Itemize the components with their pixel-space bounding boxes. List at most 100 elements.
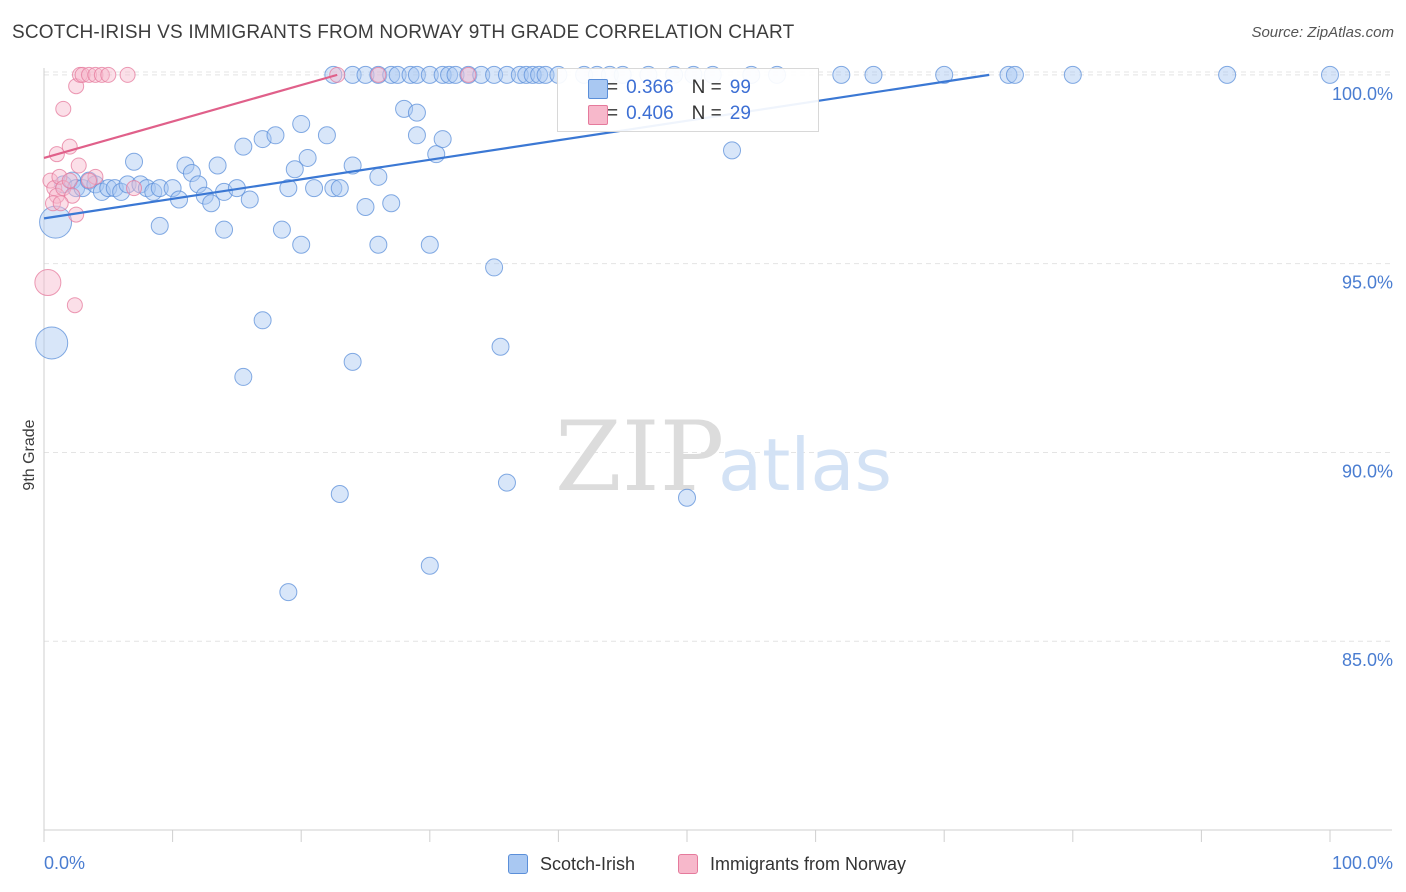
watermark-zip: ZIP (555, 401, 724, 513)
scotch-irish-point (240, 190, 259, 209)
chart-title: SCOTCH-IRISH VS IMMIGRANTS FROM NORWAY 9… (12, 22, 795, 43)
scotch-irish-point (491, 337, 510, 356)
scotch-irish-point (215, 220, 234, 239)
norway-point (42, 172, 59, 189)
source-credit: Source: ZipAtlas.com (1251, 24, 1394, 41)
watermark: ZIP atlas (555, 401, 892, 513)
scotch-irish-point (279, 179, 298, 198)
scotch-irish-point (369, 167, 388, 186)
scotch-irish-point (420, 65, 439, 84)
bottom-legend-scotch-irish[interactable]: Scotch-Irish (508, 850, 635, 878)
scotch-irish-point (182, 164, 201, 183)
scotch-irish-point (369, 65, 388, 84)
bottom-legend-norway[interactable]: Immigrants from Norway (678, 850, 906, 878)
scotch-irish-point (382, 194, 401, 213)
scotch-irish-point (292, 114, 311, 133)
scotch-irish-point (497, 473, 516, 492)
legend-r-value: 0.406 (626, 103, 674, 124)
legend-n-value: 29 (729, 103, 751, 124)
scotch-irish-point (343, 65, 362, 84)
norway-point (81, 172, 98, 189)
scotch-irish-point (536, 65, 555, 84)
data-points (34, 65, 1339, 602)
scotch-irish-point (234, 137, 253, 156)
norway-point (460, 66, 477, 83)
scotch-irish-point (330, 484, 349, 503)
scotch-irish-point (678, 488, 696, 507)
axis-labels: 100.0% 95.0% 90.0% 85.0% 0.0% 100.0% 9th Grade (21, 84, 1393, 873)
scotch-irish-point (485, 258, 504, 277)
scotch-irish-point (420, 235, 439, 254)
norway-point (66, 297, 83, 314)
scotch-irish-point (485, 65, 504, 84)
legend-swatch-scotch-irish (588, 79, 608, 99)
norway-point (74, 66, 91, 83)
norway-point (52, 195, 69, 212)
scotch-irish-point (189, 175, 208, 194)
scotch-irish-point (163, 179, 182, 198)
stats-legend: R = 0.366 N = 99 R = 0.406 N = 29 (557, 68, 819, 132)
scotch-irish-point (1321, 65, 1339, 84)
scotch-irish-point (266, 126, 285, 145)
scotch-irish-point (234, 367, 253, 386)
scotch-irish-point (433, 65, 452, 84)
scotch-irish-point (523, 65, 542, 84)
legend-n-label: N = (691, 77, 722, 98)
scotch-irish-point (433, 130, 452, 149)
scotch-irish-point (510, 65, 529, 84)
scotch-irish-point (497, 65, 516, 84)
scotch-irish-point (1005, 65, 1024, 84)
scotch-irish-trend-line (43, 73, 990, 220)
scotch-irish-point (530, 65, 549, 84)
x-tick-label-left: 0.0% (44, 853, 85, 873)
scotch-irish-point (150, 216, 169, 235)
legend-swatch-norway (588, 105, 608, 125)
scotch-irish-point (401, 65, 420, 84)
scotch-irish-point (472, 65, 491, 84)
bottom-legend-swatch (678, 854, 698, 874)
scotch-irish-point (298, 148, 317, 167)
scotch-irish-point (369, 235, 388, 254)
norway-point (55, 100, 72, 117)
scotch-irish-point (305, 179, 324, 198)
legend-n-label: N = (691, 103, 722, 124)
scotch-irish-point (272, 220, 291, 239)
y-tick-label: 90.0% (1342, 461, 1393, 481)
scotch-irish-point (202, 194, 221, 213)
scotch-irish-point (935, 65, 954, 84)
scotch-irish-point (253, 311, 272, 330)
y-tick-label: 100.0% (1332, 84, 1393, 104)
scotch-irish-point (150, 179, 169, 198)
scotch-irish-point (407, 65, 426, 84)
scotch-irish-point (999, 65, 1018, 84)
scotch-irish-point (1063, 65, 1082, 84)
scotch-irish-point (723, 141, 742, 160)
norway-point-large (34, 269, 62, 297)
scotch-irish-point (407, 126, 426, 145)
scotch-irish-point (356, 198, 375, 217)
scotch-irish-point (864, 65, 883, 84)
scotch-irish-point (388, 65, 407, 84)
scotch-irish-point (440, 65, 459, 84)
scotch-irish-point (176, 156, 195, 175)
scotch-irish-point (356, 65, 375, 84)
norway-point (126, 180, 143, 197)
scotch-irish-point (343, 156, 362, 175)
y-tick-label: 95.0% (1342, 273, 1393, 293)
norway-point (93, 66, 110, 83)
watermark-atlas: atlas (718, 423, 892, 507)
scotch-irish-point (292, 235, 311, 254)
scotch-irish-point (832, 65, 851, 84)
axes (43, 68, 1392, 842)
scotch-irish-point (343, 352, 362, 371)
bottom-legend-label: Scotch-Irish (540, 853, 636, 874)
scotch-irish-point (330, 179, 349, 198)
y-axis-title: 9th Grade (21, 419, 38, 490)
scotch-irish-point (112, 182, 131, 201)
scotch-irish-point (208, 156, 227, 175)
norway-point (119, 66, 136, 83)
norway-point (87, 66, 104, 83)
norway-point (100, 66, 117, 83)
scotch-irish-point (125, 152, 144, 171)
